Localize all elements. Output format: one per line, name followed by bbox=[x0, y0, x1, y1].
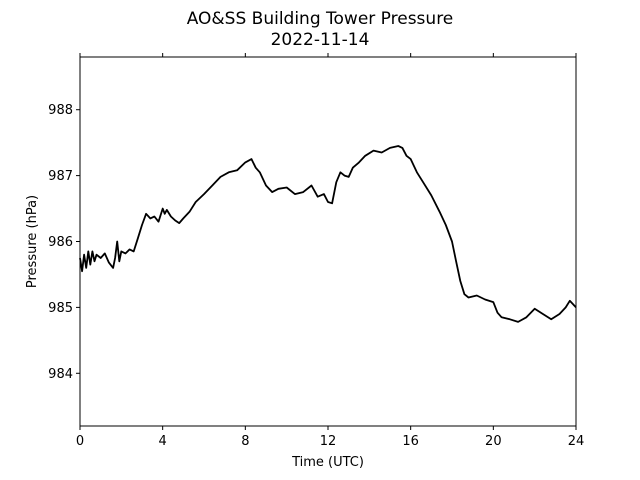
y-tick-label: 984 bbox=[48, 367, 73, 382]
x-axis: 0 4 8 12 16 20 24 bbox=[76, 53, 584, 449]
y-tick-label: 985 bbox=[48, 301, 73, 316]
pressure-series-line bbox=[79, 145, 577, 323]
y-tick-label: 988 bbox=[48, 103, 73, 118]
x-tick-label: 4 bbox=[159, 434, 167, 449]
y-tick-label: 986 bbox=[48, 235, 73, 250]
x-tick-label: 20 bbox=[485, 434, 502, 449]
x-tick-label: 8 bbox=[241, 434, 249, 449]
y-tick-label: 987 bbox=[48, 169, 73, 184]
x-axis-label: Time (UTC) bbox=[291, 455, 364, 470]
plot-frame bbox=[79, 56, 577, 427]
chart-subtitle: 2022-11-14 bbox=[271, 30, 370, 50]
x-tick-label: 12 bbox=[320, 434, 337, 449]
x-tick-label: 24 bbox=[568, 434, 585, 449]
y-axis-label: Pressure (hPa) bbox=[25, 195, 40, 288]
y-axis: 984 985 986 987 988 bbox=[48, 103, 80, 382]
x-tick-label: 0 bbox=[76, 434, 84, 449]
x-tick-label: 16 bbox=[402, 434, 419, 449]
chart-title: AO&SS Building Tower Pressure bbox=[187, 9, 454, 29]
